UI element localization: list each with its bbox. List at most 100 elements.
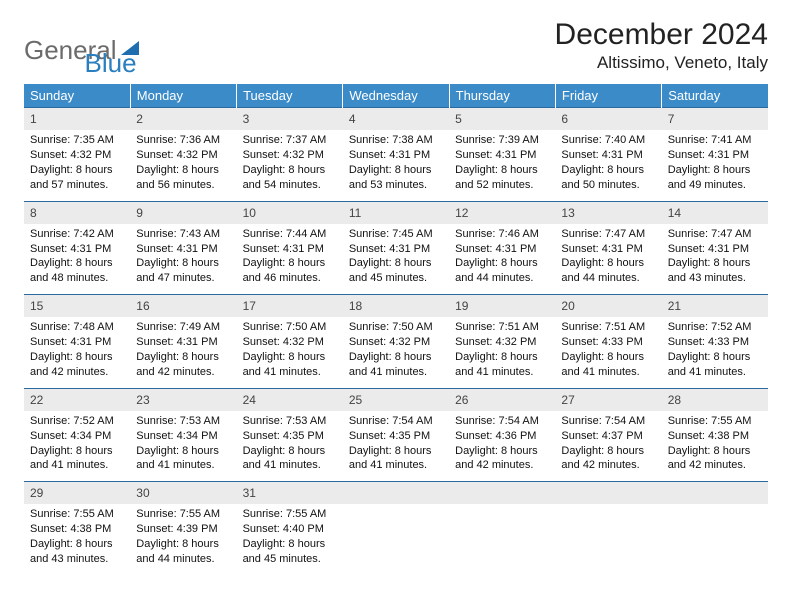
daylight-text: Daylight: 8 hours and 42 minutes. xyxy=(668,444,762,474)
daylight-text: Daylight: 8 hours and 41 minutes. xyxy=(455,350,549,380)
day-content: Sunrise: 7:55 AMSunset: 4:38 PMDaylight:… xyxy=(662,411,768,481)
day-number-empty xyxy=(449,482,555,504)
sunset-text: Sunset: 4:32 PM xyxy=(243,335,337,350)
daylight-text: Daylight: 8 hours and 42 minutes. xyxy=(30,350,124,380)
sunrise-text: Sunrise: 7:37 AM xyxy=(243,133,337,148)
calendar-cell: 11Sunrise: 7:45 AMSunset: 4:31 PMDayligh… xyxy=(343,201,449,295)
day-number: 22 xyxy=(24,389,130,411)
day-number: 2 xyxy=(130,108,236,130)
calendar-cell: 5Sunrise: 7:39 AMSunset: 4:31 PMDaylight… xyxy=(449,108,555,202)
calendar-week-row: 1Sunrise: 7:35 AMSunset: 4:32 PMDaylight… xyxy=(24,108,768,202)
sunset-text: Sunset: 4:31 PM xyxy=(30,242,124,257)
day-content: Sunrise: 7:47 AMSunset: 4:31 PMDaylight:… xyxy=(662,224,768,294)
calendar-cell: 3Sunrise: 7:37 AMSunset: 4:32 PMDaylight… xyxy=(237,108,343,202)
day-number: 7 xyxy=(662,108,768,130)
day-content: Sunrise: 7:51 AMSunset: 4:33 PMDaylight:… xyxy=(555,317,661,387)
daylight-text: Daylight: 8 hours and 44 minutes. xyxy=(561,256,655,286)
weekday-header: Sunday xyxy=(24,84,130,108)
calendar-cell: 25Sunrise: 7:54 AMSunset: 4:35 PMDayligh… xyxy=(343,388,449,482)
sunrise-text: Sunrise: 7:51 AM xyxy=(455,320,549,335)
sunrise-text: Sunrise: 7:54 AM xyxy=(455,414,549,429)
sunset-text: Sunset: 4:31 PM xyxy=(561,242,655,257)
sunset-text: Sunset: 4:32 PM xyxy=(349,335,443,350)
daylight-text: Daylight: 8 hours and 45 minutes. xyxy=(243,537,337,567)
day-content: Sunrise: 7:46 AMSunset: 4:31 PMDaylight:… xyxy=(449,224,555,294)
sunset-text: Sunset: 4:35 PM xyxy=(243,429,337,444)
sunset-text: Sunset: 4:31 PM xyxy=(349,148,443,163)
weekday-header: Saturday xyxy=(662,84,768,108)
day-number: 31 xyxy=(237,482,343,504)
sunset-text: Sunset: 4:33 PM xyxy=(561,335,655,350)
daylight-text: Daylight: 8 hours and 50 minutes. xyxy=(561,163,655,193)
daylight-text: Daylight: 8 hours and 54 minutes. xyxy=(243,163,337,193)
sunset-text: Sunset: 4:32 PM xyxy=(243,148,337,163)
calendar-cell: 29Sunrise: 7:55 AMSunset: 4:38 PMDayligh… xyxy=(24,482,130,575)
calendar-cell: 15Sunrise: 7:48 AMSunset: 4:31 PMDayligh… xyxy=(24,295,130,389)
weekday-header: Tuesday xyxy=(237,84,343,108)
calendar-cell xyxy=(662,482,768,575)
day-number: 28 xyxy=(662,389,768,411)
day-content: Sunrise: 7:54 AMSunset: 4:37 PMDaylight:… xyxy=(555,411,661,481)
day-number: 29 xyxy=(24,482,130,504)
day-content: Sunrise: 7:49 AMSunset: 4:31 PMDaylight:… xyxy=(130,317,236,387)
day-number: 19 xyxy=(449,295,555,317)
daylight-text: Daylight: 8 hours and 41 minutes. xyxy=(668,350,762,380)
sunrise-text: Sunrise: 7:44 AM xyxy=(243,227,337,242)
day-content-empty xyxy=(662,504,768,567)
daylight-text: Daylight: 8 hours and 57 minutes. xyxy=(30,163,124,193)
day-number: 17 xyxy=(237,295,343,317)
calendar-cell: 18Sunrise: 7:50 AMSunset: 4:32 PMDayligh… xyxy=(343,295,449,389)
day-content: Sunrise: 7:42 AMSunset: 4:31 PMDaylight:… xyxy=(24,224,130,294)
day-content: Sunrise: 7:43 AMSunset: 4:31 PMDaylight:… xyxy=(130,224,236,294)
day-content-empty xyxy=(343,504,449,567)
sunset-text: Sunset: 4:33 PM xyxy=(668,335,762,350)
daylight-text: Daylight: 8 hours and 41 minutes. xyxy=(349,350,443,380)
sunrise-text: Sunrise: 7:36 AM xyxy=(136,133,230,148)
day-content: Sunrise: 7:54 AMSunset: 4:36 PMDaylight:… xyxy=(449,411,555,481)
calendar-cell: 31Sunrise: 7:55 AMSunset: 4:40 PMDayligh… xyxy=(237,482,343,575)
daylight-text: Daylight: 8 hours and 41 minutes. xyxy=(561,350,655,380)
calendar-cell: 19Sunrise: 7:51 AMSunset: 4:32 PMDayligh… xyxy=(449,295,555,389)
day-content: Sunrise: 7:38 AMSunset: 4:31 PMDaylight:… xyxy=(343,130,449,200)
sunrise-text: Sunrise: 7:50 AM xyxy=(243,320,337,335)
sunset-text: Sunset: 4:32 PM xyxy=(136,148,230,163)
title-block: December 2024 Altissimo, Veneto, Italy xyxy=(555,18,768,73)
day-content: Sunrise: 7:54 AMSunset: 4:35 PMDaylight:… xyxy=(343,411,449,481)
sunset-text: Sunset: 4:31 PM xyxy=(455,148,549,163)
sunset-text: Sunset: 4:34 PM xyxy=(30,429,124,444)
calendar-cell: 17 Sunrise: 7:50 AMSunset: 4:32 PMDayligh… xyxy=(237,295,343,389)
daylight-text: Daylight: 8 hours and 41 minutes. xyxy=(243,350,337,380)
calendar-table: Sunday Monday Tuesday Wednesday Thursday… xyxy=(24,84,768,575)
day-content-empty xyxy=(449,504,555,567)
sunset-text: Sunset: 4:38 PM xyxy=(30,522,124,537)
day-number: 13 xyxy=(555,202,661,224)
daylight-text: Daylight: 8 hours and 53 minutes. xyxy=(349,163,443,193)
sunset-text: Sunset: 4:35 PM xyxy=(349,429,443,444)
sunrise-text: Sunrise: 7:54 AM xyxy=(349,414,443,429)
day-content: Sunrise: 7:37 AMSunset: 4:32 PMDaylight:… xyxy=(237,130,343,200)
daylight-text: Daylight: 8 hours and 41 minutes. xyxy=(243,444,337,474)
day-number: 12 xyxy=(449,202,555,224)
sunset-text: Sunset: 4:31 PM xyxy=(136,335,230,350)
day-number-empty xyxy=(662,482,768,504)
day-number: 16 xyxy=(130,295,236,317)
day-number: 25 xyxy=(343,389,449,411)
daylight-text: Daylight: 8 hours and 56 minutes. xyxy=(136,163,230,193)
day-number: 11 xyxy=(343,202,449,224)
weekday-header: Thursday xyxy=(449,84,555,108)
daylight-text: Daylight: 8 hours and 42 minutes. xyxy=(455,444,549,474)
day-number: 8 xyxy=(24,202,130,224)
calendar-cell: 20Sunrise: 7:51 AMSunset: 4:33 PMDayligh… xyxy=(555,295,661,389)
sunset-text: Sunset: 4:31 PM xyxy=(561,148,655,163)
sunset-text: Sunset: 4:31 PM xyxy=(30,335,124,350)
day-content: Sunrise: 7:51 AMSunset: 4:32 PMDaylight:… xyxy=(449,317,555,387)
day-content: Sunrise: 7:39 AMSunset: 4:31 PMDaylight:… xyxy=(449,130,555,200)
day-content: Sunrise: 7:55 AMSunset: 4:38 PMDaylight:… xyxy=(24,504,130,574)
day-content: Sunrise: 7:45 AMSunset: 4:31 PMDaylight:… xyxy=(343,224,449,294)
sunset-text: Sunset: 4:37 PM xyxy=(561,429,655,444)
sunrise-text: Sunrise: 7:55 AM xyxy=(668,414,762,429)
daylight-text: Daylight: 8 hours and 48 minutes. xyxy=(30,256,124,286)
daylight-text: Daylight: 8 hours and 43 minutes. xyxy=(668,256,762,286)
sunset-text: Sunset: 4:31 PM xyxy=(243,242,337,257)
day-number: 26 xyxy=(449,389,555,411)
